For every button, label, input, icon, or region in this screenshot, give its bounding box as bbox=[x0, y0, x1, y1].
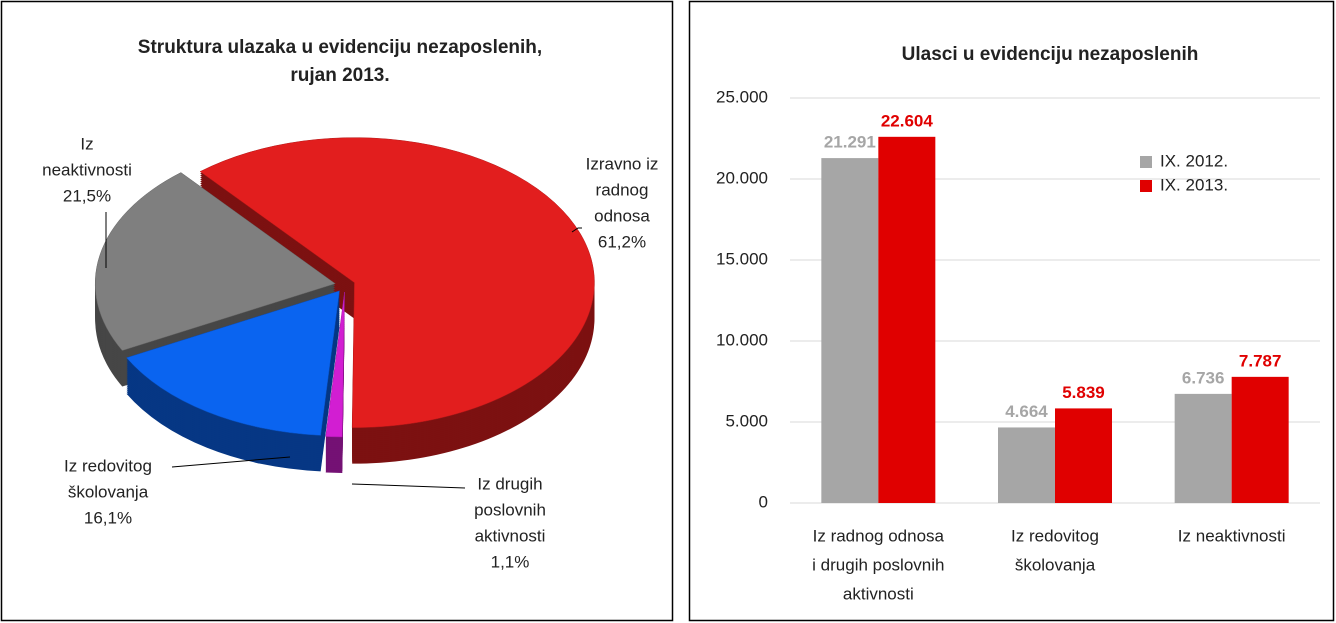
y-tick-label: 5.000 bbox=[725, 411, 768, 430]
legend-label: IX. 2012. bbox=[1160, 151, 1228, 170]
bar bbox=[1231, 376, 1289, 503]
bar-value-label: 7.787 bbox=[1239, 351, 1282, 370]
slice-label: poslovnih bbox=[474, 500, 546, 519]
bar-value-label: 4.664 bbox=[1005, 402, 1048, 421]
slice-label: aktivnosti bbox=[475, 526, 546, 545]
slice-label: Iz redovitog bbox=[64, 456, 152, 475]
x-tick-label: školovanja bbox=[1015, 555, 1096, 574]
y-tick-label: 20.000 bbox=[716, 168, 768, 187]
chart-title: Struktura ulazaka u evidenciju nezaposle… bbox=[138, 37, 542, 58]
chart-title: rujan 2013. bbox=[290, 65, 389, 86]
bar bbox=[821, 158, 879, 503]
x-tick-label: aktivnosti bbox=[843, 584, 914, 603]
slice-label: Izravno iz bbox=[586, 154, 659, 173]
slice-label: radnog bbox=[596, 180, 649, 199]
slice-value-label: 1,1% bbox=[491, 552, 530, 571]
x-tick-label: Iz redovitog bbox=[1011, 526, 1099, 545]
leader-line bbox=[171, 456, 291, 468]
chart-title: Ulasci u evidenciju nezaposlenih bbox=[902, 44, 1199, 65]
slice-label: Iz drugih bbox=[477, 474, 542, 493]
bar-panel bbox=[688, 0, 1335, 622]
bar bbox=[998, 427, 1055, 503]
y-tick-label: 15.000 bbox=[716, 249, 768, 268]
x-tick-label: i drugih poslovnih bbox=[812, 555, 944, 574]
x-tick-label: Iz neaktivnosti bbox=[1178, 526, 1286, 545]
bar-value-label: 21.291 bbox=[824, 133, 876, 152]
leader-line bbox=[351, 483, 466, 489]
y-tick-label: 0 bbox=[759, 492, 768, 511]
slice-label: školovanja bbox=[68, 482, 149, 501]
slice bbox=[126, 290, 340, 436]
slice bbox=[325, 291, 345, 438]
slice-value-label: 21,5% bbox=[63, 186, 111, 205]
y-tick-label: 10.000 bbox=[716, 330, 768, 349]
legend-swatch bbox=[1140, 180, 1152, 192]
x-tick-label: Iz radnog odnosa bbox=[813, 526, 945, 545]
bar-value-label: 6.736 bbox=[1182, 368, 1225, 387]
bar-value-label: 5.839 bbox=[1062, 383, 1105, 402]
slice bbox=[199, 137, 595, 428]
legend-label: IX. 2013. bbox=[1160, 175, 1228, 194]
bar bbox=[878, 136, 936, 504]
y-tick-label: 25.000 bbox=[716, 87, 768, 106]
slice-label: Iz bbox=[80, 134, 93, 153]
bar-value-label: 22.604 bbox=[881, 111, 934, 130]
bar bbox=[1055, 408, 1112, 503]
slice-label: odnosa bbox=[594, 206, 650, 225]
slice bbox=[94, 172, 336, 351]
slice-value-label: 16,1% bbox=[84, 508, 132, 527]
slice-value-label: 61,2% bbox=[598, 232, 646, 251]
legend-swatch bbox=[1140, 156, 1152, 168]
slice-label: neaktivnosti bbox=[42, 160, 132, 179]
bar bbox=[1174, 393, 1232, 503]
leader-line bbox=[571, 227, 582, 233]
